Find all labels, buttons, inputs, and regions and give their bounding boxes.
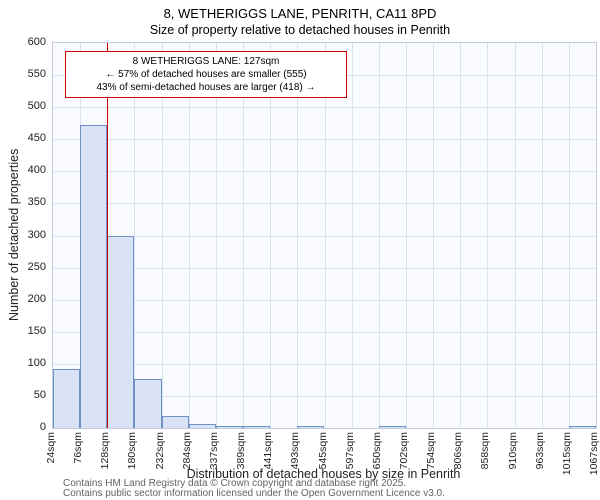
y-tick-label: 0 — [39, 421, 46, 433]
x-tick-label: 910sqm — [506, 432, 519, 470]
x-tick-label: 754sqm — [425, 432, 438, 470]
y-tick-label: 200 — [27, 292, 46, 305]
y-tick-label: 450 — [27, 132, 46, 145]
x-tick-label: 963sqm — [533, 432, 546, 470]
v-gridline — [378, 43, 380, 428]
v-gridline — [161, 43, 163, 428]
v-gridline — [215, 43, 217, 428]
x-tick-label: 702sqm — [397, 432, 410, 470]
y-tick-label: 550 — [27, 68, 46, 81]
bar-650sqm — [378, 426, 406, 428]
x-tick-label: 858sqm — [479, 432, 492, 470]
bar-76sqm — [80, 124, 108, 428]
bar-24sqm — [53, 368, 81, 428]
x-tick-label: 232sqm — [153, 432, 166, 470]
y-tick-label: 600 — [27, 36, 46, 48]
bar-180sqm — [134, 379, 162, 428]
annotation-line-property: 8 WETHERIGGS LANE: 127sqm — [132, 56, 280, 67]
x-tick-label: 441sqm — [262, 432, 275, 470]
v-gridline — [351, 43, 353, 428]
x-tick-label: 389sqm — [235, 432, 248, 470]
v-gridline — [243, 43, 245, 428]
y-tick-label: 300 — [27, 228, 46, 241]
property-size-marker-line — [106, 43, 109, 428]
plot-area: 8 WETHERIGGS LANE: 127sqm ← 57% of detac… — [52, 42, 597, 429]
x-tick-label: 24sqm — [45, 432, 57, 464]
bar-337sqm — [215, 426, 244, 428]
y-tick-label: 250 — [27, 260, 46, 273]
bar-284sqm — [188, 424, 216, 428]
v-gridline — [460, 43, 462, 428]
v-gridline — [514, 43, 516, 428]
y-tick-label: 100 — [27, 356, 46, 369]
y-tick-label: 500 — [27, 100, 46, 113]
x-axis-label: Distribution of detached houses by size … — [186, 467, 461, 481]
x-tick-label: 284sqm — [180, 432, 193, 470]
x-tick-label: 545sqm — [316, 432, 329, 470]
v-gridline — [405, 43, 407, 428]
y-tick-label: 50 — [33, 388, 46, 401]
v-gridline — [541, 43, 543, 428]
bar-128sqm — [107, 235, 135, 428]
x-tick-label: 337sqm — [207, 432, 220, 470]
annotation-box: 8 WETHERIGGS LANE: 127sqm ← 57% of detac… — [65, 51, 347, 98]
footer-attribution-hmlr: Contains HM Land Registry data © Crown c… — [63, 478, 407, 489]
chart-title: 8, WETHERIGGS LANE, PENRITH, CA11 8PD — [163, 6, 437, 21]
bar-389sqm — [243, 426, 271, 428]
y-tick-label: 400 — [27, 164, 46, 177]
footer-attribution-ogl: Contains public sector information licen… — [63, 488, 445, 499]
v-gridline — [297, 43, 299, 428]
bar-1015sqm — [568, 426, 596, 428]
v-gridline — [134, 43, 136, 428]
v-gridline — [324, 43, 326, 428]
v-gridline — [433, 43, 435, 428]
bar-232sqm — [161, 415, 189, 428]
v-gridline — [270, 43, 272, 428]
v-gridline — [188, 43, 190, 428]
x-tick-label: 493sqm — [289, 432, 302, 470]
x-tick-label: 128sqm — [99, 432, 112, 470]
x-tick-label: 76sqm — [72, 432, 85, 464]
x-tick-label: 650sqm — [370, 432, 383, 470]
v-gridline — [487, 43, 489, 428]
v-gridline — [568, 43, 570, 428]
bar-493sqm — [297, 426, 325, 428]
y-tick-label: 350 — [27, 196, 46, 209]
y-tick-label: 150 — [27, 324, 46, 337]
annotation-line-larger: 43% of semi-detached houses are larger (… — [96, 82, 316, 93]
x-tick-label: 806sqm — [452, 432, 465, 470]
x-tick-label: 180sqm — [126, 432, 139, 470]
annotation-line-smaller: ← 57% of detached houses are smaller (55… — [105, 69, 307, 80]
x-tick-label: 597sqm — [343, 432, 356, 470]
chart-subtitle: Size of property relative to detached ho… — [149, 23, 451, 37]
